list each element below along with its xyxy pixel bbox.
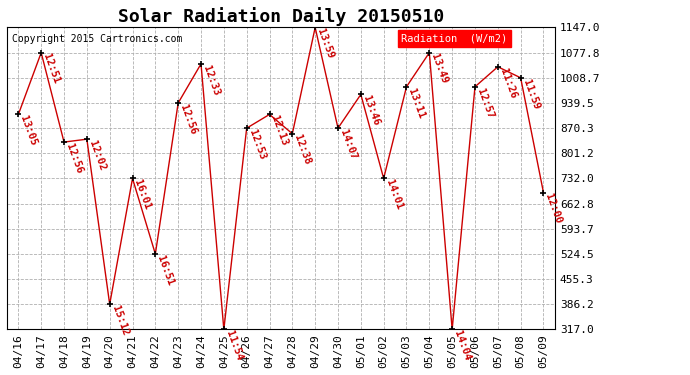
Text: 11:54: 11:54: [224, 330, 244, 362]
Text: 14:04: 14:04: [452, 330, 472, 362]
Text: 12:00: 12:00: [544, 193, 564, 225]
Text: 16:51: 16:51: [155, 254, 175, 287]
Text: 13:49: 13:49: [429, 53, 449, 86]
Text: 12:13: 12:13: [270, 114, 290, 147]
Text: 12:53: 12:53: [246, 128, 267, 161]
Text: 16:01: 16:01: [132, 178, 152, 211]
Text: 12:02: 12:02: [87, 139, 107, 172]
Text: 13:59: 13:59: [315, 27, 335, 60]
Text: 13:46: 13:46: [361, 94, 381, 127]
Text: 11:59: 11:59: [521, 78, 541, 111]
Text: 11:26: 11:26: [497, 67, 518, 99]
Text: 15:12: 15:12: [110, 304, 130, 337]
Text: 12:38: 12:38: [293, 134, 313, 166]
Text: 12:57: 12:57: [475, 87, 495, 120]
Text: 13:05: 13:05: [19, 114, 39, 147]
Text: 12:56: 12:56: [178, 103, 198, 136]
Text: Copyright 2015 Cartronics.com: Copyright 2015 Cartronics.com: [12, 33, 183, 44]
Text: 13:11: 13:11: [406, 87, 426, 120]
Text: 12:56: 12:56: [64, 142, 84, 175]
Text: 14:01: 14:01: [384, 178, 404, 211]
Text: 12:33: 12:33: [201, 64, 221, 97]
Text: 12:51: 12:51: [41, 53, 61, 86]
Text: 14:07: 14:07: [338, 128, 358, 161]
Text: Radiation  (W/m2): Radiation (W/m2): [402, 33, 508, 44]
Title: Solar Radiation Daily 20150510: Solar Radiation Daily 20150510: [118, 7, 444, 26]
